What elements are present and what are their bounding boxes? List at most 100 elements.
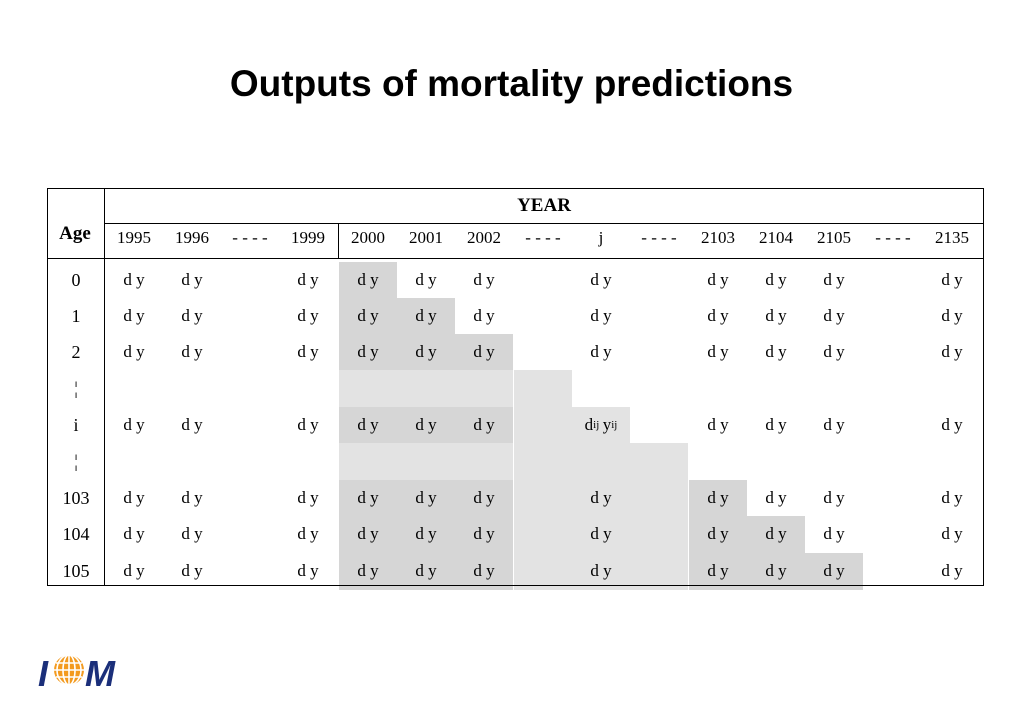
shaded-cell [514,552,572,590]
table-cell: d y [123,306,145,325]
year-column-header: 2104 [759,228,793,247]
table-cell: d y [415,342,437,361]
shaded-cell [339,515,397,553]
year-header-divider [104,223,984,224]
table-cell: d y [765,270,787,289]
table-cell: d y [941,342,963,361]
shaded-cell [572,406,630,444]
year-column-header: 2001 [409,228,443,247]
year-header: YEAR [517,195,571,216]
shaded-cell [689,552,747,590]
subscript-part: ij [611,419,618,431]
table-cell: d y [941,488,963,507]
table-cell: d y [181,270,203,289]
year-column-header: - - - - [232,228,268,247]
year-column-header: 2135 [935,228,969,247]
age-row-label: ¦ [74,450,78,471]
table-cell: d y [123,415,145,434]
table-cell: d y [941,561,963,580]
shaded-cell [455,406,513,444]
shaded-cell [339,552,397,590]
year-column-header: - - - - [875,228,911,247]
subscript-part: ij [593,419,600,431]
svg-text:M: M [85,653,116,691]
iom-logo: I M [38,653,116,691]
shaded-cell [630,515,688,553]
table-cell: d y [415,270,437,289]
year-column-header: 1999 [291,228,325,247]
table-cell: d y [415,524,437,543]
table-cell: d y [590,524,612,543]
table-cell: d y [297,524,319,543]
table-cell: d y [473,270,495,289]
table-cell: d y [765,561,787,580]
table-cell: d y [765,488,787,507]
table-cell: d y [181,342,203,361]
table-cell: d y [823,270,845,289]
shaded-cell [630,552,688,590]
table-cell: d y [123,524,145,543]
table-cell: d y [823,561,845,580]
shaded-cell [397,406,455,444]
year-column-header: 1996 [175,228,209,247]
table-cell: d y [181,488,203,507]
shaded-cell [397,369,455,407]
shaded-cell [339,297,397,335]
table-cell: d y [415,306,437,325]
age-row-label: i [73,414,79,435]
table-cell: d y [590,270,612,289]
slide-title: Outputs of mortality predictions [229,63,794,104]
table-cell: d y [941,270,963,289]
shaded-cell [514,369,572,407]
subscript-part: y [602,415,612,434]
year-column-header: 2000 [351,228,385,247]
subscript-part: d [584,415,594,434]
table-cell: d y [823,415,845,434]
year-column-header: j [598,228,604,247]
table-cell: d y [181,561,203,580]
table-cell: d y [707,524,729,543]
shaded-cell [514,406,572,444]
table-cell: d y [941,415,963,434]
shaded-cell [805,552,863,590]
shaded-cell [397,479,455,517]
table-cell: d y [297,270,319,289]
table-cell: d y [357,306,379,325]
shaded-cell [572,442,630,480]
table-cell: d y [473,524,495,543]
shaded-cell [339,479,397,517]
year-column-header: 2002 [467,228,501,247]
svg-text:I: I [38,653,49,691]
table-cell: d y [941,524,963,543]
table-cell: d y [297,488,319,507]
shaded-cell [397,333,455,371]
table-border-right [983,188,984,586]
table-border-top [47,188,984,189]
age-row-label: 103 [62,487,90,508]
year-column-header: - - - - [525,228,561,247]
table-cell: d y [823,488,845,507]
table-cell: d y [823,524,845,543]
shaded-cell [339,261,397,299]
table-cell: d y [707,561,729,580]
shaded-cell [397,552,455,590]
table-cell: d y [357,415,379,434]
table-cell: d y [181,306,203,325]
table-cell: d y [823,342,845,361]
shaded-cell [455,479,513,517]
year-column-header: 2105 [817,228,851,247]
table-cell: d y [181,415,203,434]
age-row-label: 2 [71,341,81,362]
table-cell: d y [297,415,319,434]
year-column-header: 2103 [701,228,735,247]
shaded-cell [397,442,455,480]
table-cell: d y [590,342,612,361]
table-cell: d y [415,488,437,507]
table-cell: d y [765,415,787,434]
table-cell: d y [415,415,437,434]
table-cell: d y [707,306,729,325]
shaded-cell [747,515,805,553]
table-cell: d y [415,561,437,580]
table-cell: d y [707,342,729,361]
shaded-cell [514,479,572,517]
